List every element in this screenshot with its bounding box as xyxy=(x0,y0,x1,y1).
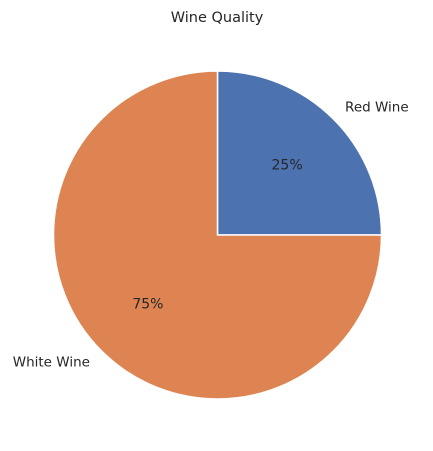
pie-slice-white-wine xyxy=(52,70,383,400)
pie-slice-red-wine xyxy=(216,70,383,236)
pie-labels: Red Wine 25% White Wine 75% xyxy=(13,99,409,370)
slice-label: White Wine xyxy=(13,355,90,371)
chart-title: Wine Quality xyxy=(171,10,264,26)
pie-slices xyxy=(52,70,383,400)
slice-label: Red Wine xyxy=(345,99,409,115)
slice-percent-label: 25% xyxy=(272,157,303,173)
slice-percent-label: 75% xyxy=(132,297,163,313)
